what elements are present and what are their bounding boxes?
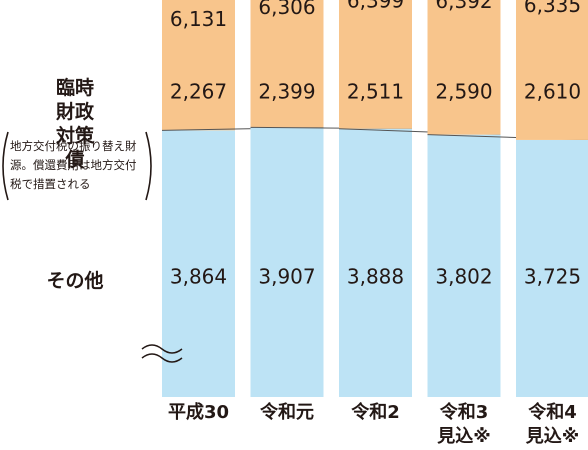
- value-label: 2,610: [524, 80, 581, 104]
- total-label: 6,306: [258, 0, 315, 19]
- x-tick-label: 令和元: [259, 401, 314, 423]
- value-label: 2,511: [347, 80, 404, 104]
- series-label: 臨時財政対策債: [55, 77, 94, 171]
- series-note: 地方交付税の振り替え財源。償還費用は地方交付税で措置される: [10, 139, 137, 191]
- bracket-right: [145, 131, 152, 201]
- bar-segment: [427, 134, 501, 397]
- bar-segment: [339, 0, 412, 129]
- x-tick-label: 令和4: [527, 401, 577, 423]
- value-label: 3,888: [347, 265, 404, 289]
- bar-segment: [427, 0, 501, 135]
- total-label: 6,392: [435, 0, 492, 13]
- x-tick-label: 令和3: [439, 401, 489, 423]
- series-label: その他: [46, 270, 104, 292]
- total-label: 6,399: [347, 0, 404, 12]
- x-tick-label: 平成30: [168, 401, 229, 423]
- value-label: 2,590: [435, 80, 492, 104]
- x-tick-label: 見込※: [525, 426, 580, 447]
- x-tick-label: 見込※: [436, 426, 491, 447]
- bar-segment: [339, 128, 412, 397]
- value-label: 2,399: [258, 80, 315, 104]
- value-label: 3,725: [524, 265, 581, 289]
- value-label: 3,907: [258, 265, 315, 289]
- bar-segment: [250, 0, 324, 128]
- bar-segment: [516, 139, 588, 397]
- axis-break: [141, 344, 183, 363]
- total-label: 6,335: [524, 0, 581, 17]
- bracket-left: [2, 131, 9, 201]
- value-label: 3,864: [170, 265, 227, 289]
- bars: [161, 0, 588, 397]
- value-label: 2,267: [170, 80, 227, 104]
- x-tick-label: 令和2: [350, 401, 400, 423]
- value-label: 3,802: [435, 265, 492, 289]
- bar-segment: [250, 127, 324, 397]
- total-label: 6,131: [170, 7, 227, 31]
- bar-segment: [516, 0, 588, 140]
- bar-segment: [162, 0, 235, 131]
